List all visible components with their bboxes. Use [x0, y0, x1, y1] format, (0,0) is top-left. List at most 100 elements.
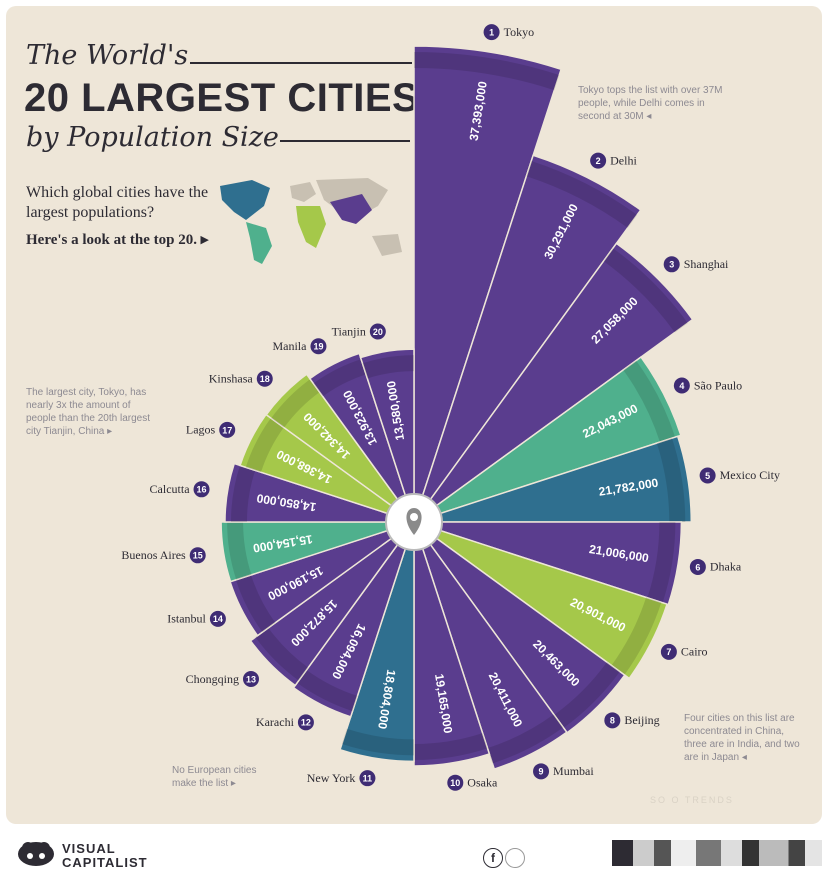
bar-band-15 — [230, 465, 256, 522]
title-line-3: by Population Size — [26, 122, 279, 153]
rank-badge-10 — [359, 770, 376, 787]
rank-label-9: 10 — [450, 778, 460, 788]
rank-label-4: 5 — [705, 471, 710, 481]
city-label-2: Shanghai — [684, 257, 729, 271]
rank-badge-19 — [369, 323, 386, 340]
rank-badge-14 — [189, 547, 206, 564]
city-label-9: Osaka — [467, 775, 498, 789]
rank-label-14: 15 — [193, 551, 203, 561]
rank-badge-8 — [533, 763, 550, 780]
rank-badge-6 — [660, 643, 677, 660]
bar-band-13 — [235, 574, 276, 633]
rank-badge-11 — [297, 714, 314, 731]
intro-lookahead: Here's a look at the top 20. ▸ — [26, 232, 209, 248]
rank-badge-3 — [673, 377, 690, 394]
city-label-16: Lagos — [186, 423, 216, 437]
rank-badge-13 — [209, 610, 226, 627]
city-label-15: Calcutta — [150, 482, 191, 496]
rank-label-0: 1 — [489, 27, 494, 37]
rank-badge-18 — [310, 338, 327, 355]
city-label-17: Kinshasa — [209, 372, 254, 386]
bar-band-0 — [414, 52, 560, 91]
bar-band-6 — [611, 597, 662, 675]
rank-label-18: 19 — [313, 342, 323, 352]
note-tokyo-tianjin: The largest city, Tokyo, has nearly 3x t… — [26, 387, 150, 437]
rank-badge-1 — [590, 152, 607, 169]
title-rule-top — [190, 62, 412, 64]
note-tokyo-delhi: Tokyo tops the list with over 37M people… — [578, 85, 723, 122]
note-china-india-japan: Four cities on this list are concentrate… — [684, 713, 800, 763]
rank-badge-4 — [699, 467, 716, 484]
rank-label-2: 3 — [669, 260, 674, 270]
title-line-2: 20 LARGEST CITIES — [24, 76, 420, 120]
visual-capitalist-logo-icon — [18, 842, 54, 866]
note-europe: No European cities make the list ▸ — [172, 765, 257, 789]
location-pin-icon — [406, 508, 422, 535]
city-label-11: Karachi — [256, 715, 295, 729]
rank-badge-5 — [689, 558, 706, 575]
source-text: SO O TRENDS — [650, 795, 734, 805]
rank-label-19: 20 — [373, 327, 383, 337]
brand-line-1: VISUAL — [62, 841, 116, 856]
city-label-7: Beijing — [624, 713, 659, 727]
bar-band-7 — [554, 662, 620, 728]
bar-band-2 — [603, 248, 688, 333]
rank-label-1: 2 — [596, 156, 601, 166]
bar-band-8 — [487, 714, 564, 764]
city-label-12: Chongqing — [186, 672, 239, 686]
brand-line-2: CAPITALIST — [62, 855, 148, 870]
rank-badge-2 — [663, 256, 680, 273]
city-label-8: Mumbai — [553, 764, 594, 778]
rank-label-11: 12 — [301, 718, 311, 728]
facebook-icon[interactable]: f — [483, 848, 503, 868]
city-label-4: Mexico City — [720, 468, 780, 482]
share-icon[interactable] — [505, 848, 525, 868]
bar-band-16 — [245, 418, 284, 473]
city-label-10: New York — [307, 771, 356, 785]
bar-band-4 — [656, 438, 686, 522]
rank-badge-9 — [447, 774, 464, 791]
city-label-6: Cairo — [681, 645, 708, 659]
city-label-19: Tianjin — [332, 324, 366, 338]
title-line-1: The World's — [26, 40, 189, 71]
bar-band-3 — [623, 360, 676, 443]
rank-label-12: 13 — [246, 674, 256, 684]
rank-label-16: 17 — [222, 425, 232, 435]
rank-badge-17 — [256, 370, 273, 387]
bar-band-10 — [341, 728, 414, 756]
brand-name: VISUAL CAPITALIST — [62, 842, 148, 870]
world-map — [220, 178, 402, 264]
location-pin-dot — [410, 513, 418, 521]
bar-band-19 — [362, 355, 414, 379]
rank-label-6: 7 — [666, 647, 671, 657]
rank-badge-12 — [242, 671, 259, 688]
bar-band-9 — [414, 733, 488, 760]
rank-label-8: 9 — [539, 767, 544, 777]
rank-label-3: 4 — [679, 381, 684, 391]
city-label-14: Buenos Aires — [121, 548, 186, 562]
city-label-1: Delhi — [610, 153, 637, 167]
bar-band-11 — [297, 669, 358, 712]
rank-label-15: 16 — [197, 485, 207, 495]
bar-band-1 — [526, 160, 638, 228]
bar-band-17 — [271, 379, 320, 428]
city-label-18: Manila — [272, 339, 307, 353]
rank-label-17: 18 — [260, 374, 270, 384]
bar-band-18 — [313, 359, 367, 397]
city-label-0: Tokyo — [504, 25, 535, 39]
intro-question: Which global cities have the largest pop… — [26, 184, 209, 221]
rank-label-10: 11 — [363, 774, 373, 784]
city-label-3: São Paulo — [694, 378, 742, 392]
bar-band-14 — [227, 522, 252, 580]
rank-badge-7 — [604, 712, 621, 729]
bar-band-5 — [647, 522, 676, 603]
rank-label-5: 6 — [695, 562, 700, 572]
rank-label-7: 8 — [610, 716, 615, 726]
city-label-13: Istanbul — [167, 612, 206, 626]
bar-band-12 — [255, 627, 309, 681]
rank-label-13: 14 — [213, 614, 223, 624]
rank-badge-16 — [219, 421, 236, 438]
rank-badge-15 — [193, 481, 210, 498]
